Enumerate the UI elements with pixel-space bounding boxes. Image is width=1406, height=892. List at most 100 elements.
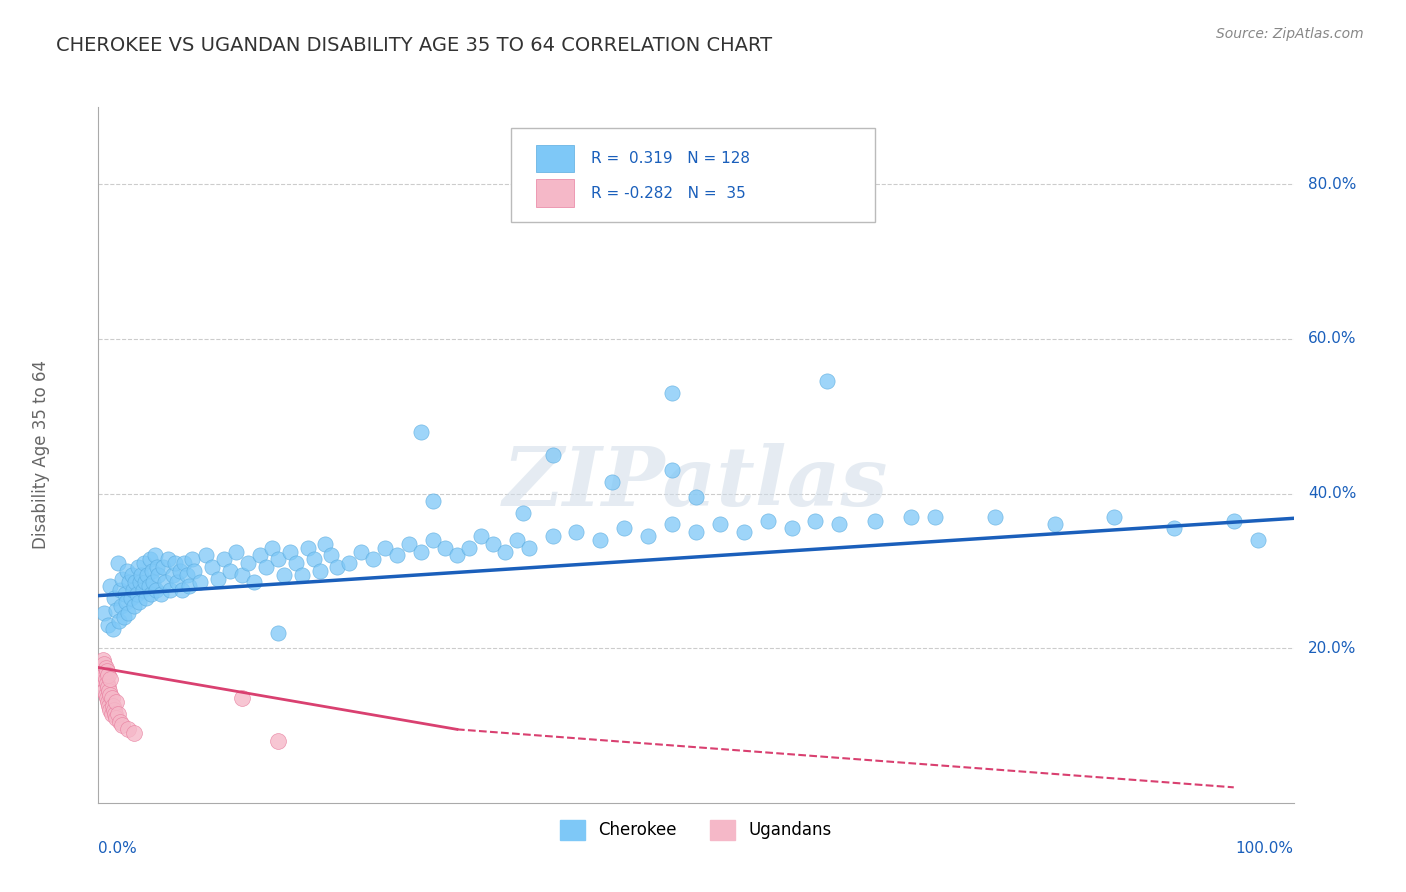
Point	[481, 537, 505, 551]
Point	[108, 583, 131, 598]
Point	[207, 572, 229, 586]
Point	[172, 583, 194, 598]
Point	[589, 533, 612, 547]
Point	[134, 575, 156, 590]
Point	[1163, 521, 1185, 535]
Point	[105, 711, 128, 725]
Point	[117, 607, 139, 621]
Point	[302, 552, 325, 566]
Point	[541, 448, 564, 462]
Point	[685, 525, 707, 540]
Point	[105, 602, 128, 616]
Point	[93, 668, 115, 682]
Point	[107, 614, 129, 628]
Point	[103, 591, 125, 605]
Point	[291, 567, 314, 582]
Point	[1247, 533, 1270, 547]
Point	[565, 525, 588, 540]
Point	[107, 556, 129, 570]
Point	[188, 575, 211, 590]
Point	[201, 560, 224, 574]
Point	[149, 587, 172, 601]
Point	[278, 544, 301, 558]
Point	[169, 564, 191, 578]
Point	[128, 595, 150, 609]
Point	[924, 509, 946, 524]
Point	[98, 579, 122, 593]
Point	[112, 610, 135, 624]
Point	[163, 556, 186, 570]
Point	[118, 575, 141, 590]
Point	[96, 665, 118, 679]
Point	[101, 699, 124, 714]
Point	[135, 591, 157, 605]
Point	[315, 537, 337, 551]
Text: 100.0%: 100.0%	[1236, 841, 1294, 856]
Point	[517, 541, 540, 555]
Point	[110, 599, 132, 613]
Point	[212, 552, 235, 566]
Point	[512, 506, 534, 520]
Point	[96, 676, 118, 690]
Point	[613, 521, 636, 535]
Point	[98, 688, 122, 702]
Point	[94, 688, 117, 702]
Point	[709, 517, 731, 532]
Point	[173, 556, 195, 570]
Point	[195, 549, 218, 563]
Point	[411, 425, 433, 439]
Point	[828, 517, 851, 532]
Point	[815, 375, 838, 389]
Point	[602, 475, 624, 489]
Point	[96, 691, 118, 706]
Point	[155, 575, 177, 590]
Point	[98, 683, 121, 698]
Point	[124, 575, 146, 590]
Point	[254, 560, 277, 574]
Point	[733, 525, 755, 540]
Point	[91, 676, 114, 690]
Point	[162, 567, 184, 582]
Point	[100, 691, 122, 706]
Point	[136, 567, 159, 582]
Point	[122, 583, 145, 598]
Point	[98, 672, 122, 686]
Point	[166, 575, 188, 590]
Point	[141, 564, 163, 578]
Point	[148, 567, 170, 582]
Point	[180, 552, 202, 566]
Point	[159, 583, 181, 598]
Point	[101, 622, 124, 636]
Point	[145, 583, 167, 598]
Point	[120, 591, 142, 605]
Point	[125, 587, 148, 601]
Point	[267, 734, 290, 748]
Point	[97, 695, 120, 709]
Legend: Cherokee, Ugandans: Cherokee, Ugandans	[554, 813, 838, 847]
Point	[458, 541, 481, 555]
Point	[1223, 514, 1246, 528]
Point	[93, 657, 115, 671]
Point	[685, 491, 707, 505]
Point	[114, 587, 136, 601]
Point	[273, 567, 295, 582]
Point	[506, 533, 529, 547]
Point	[183, 564, 205, 578]
Point	[1104, 509, 1126, 524]
Text: R = -0.282   N =  35: R = -0.282 N = 35	[591, 186, 745, 201]
Text: 60.0%: 60.0%	[1308, 332, 1357, 346]
Point	[243, 575, 266, 590]
Point	[139, 552, 162, 566]
Point	[105, 695, 128, 709]
Point	[146, 560, 169, 574]
Point	[107, 706, 129, 721]
Point	[108, 714, 131, 729]
Point	[115, 564, 138, 578]
Point	[143, 549, 166, 563]
Point	[111, 718, 134, 732]
Point	[756, 514, 779, 528]
Point	[308, 564, 330, 578]
Point	[132, 556, 155, 570]
Point	[284, 556, 307, 570]
Point	[661, 517, 683, 532]
